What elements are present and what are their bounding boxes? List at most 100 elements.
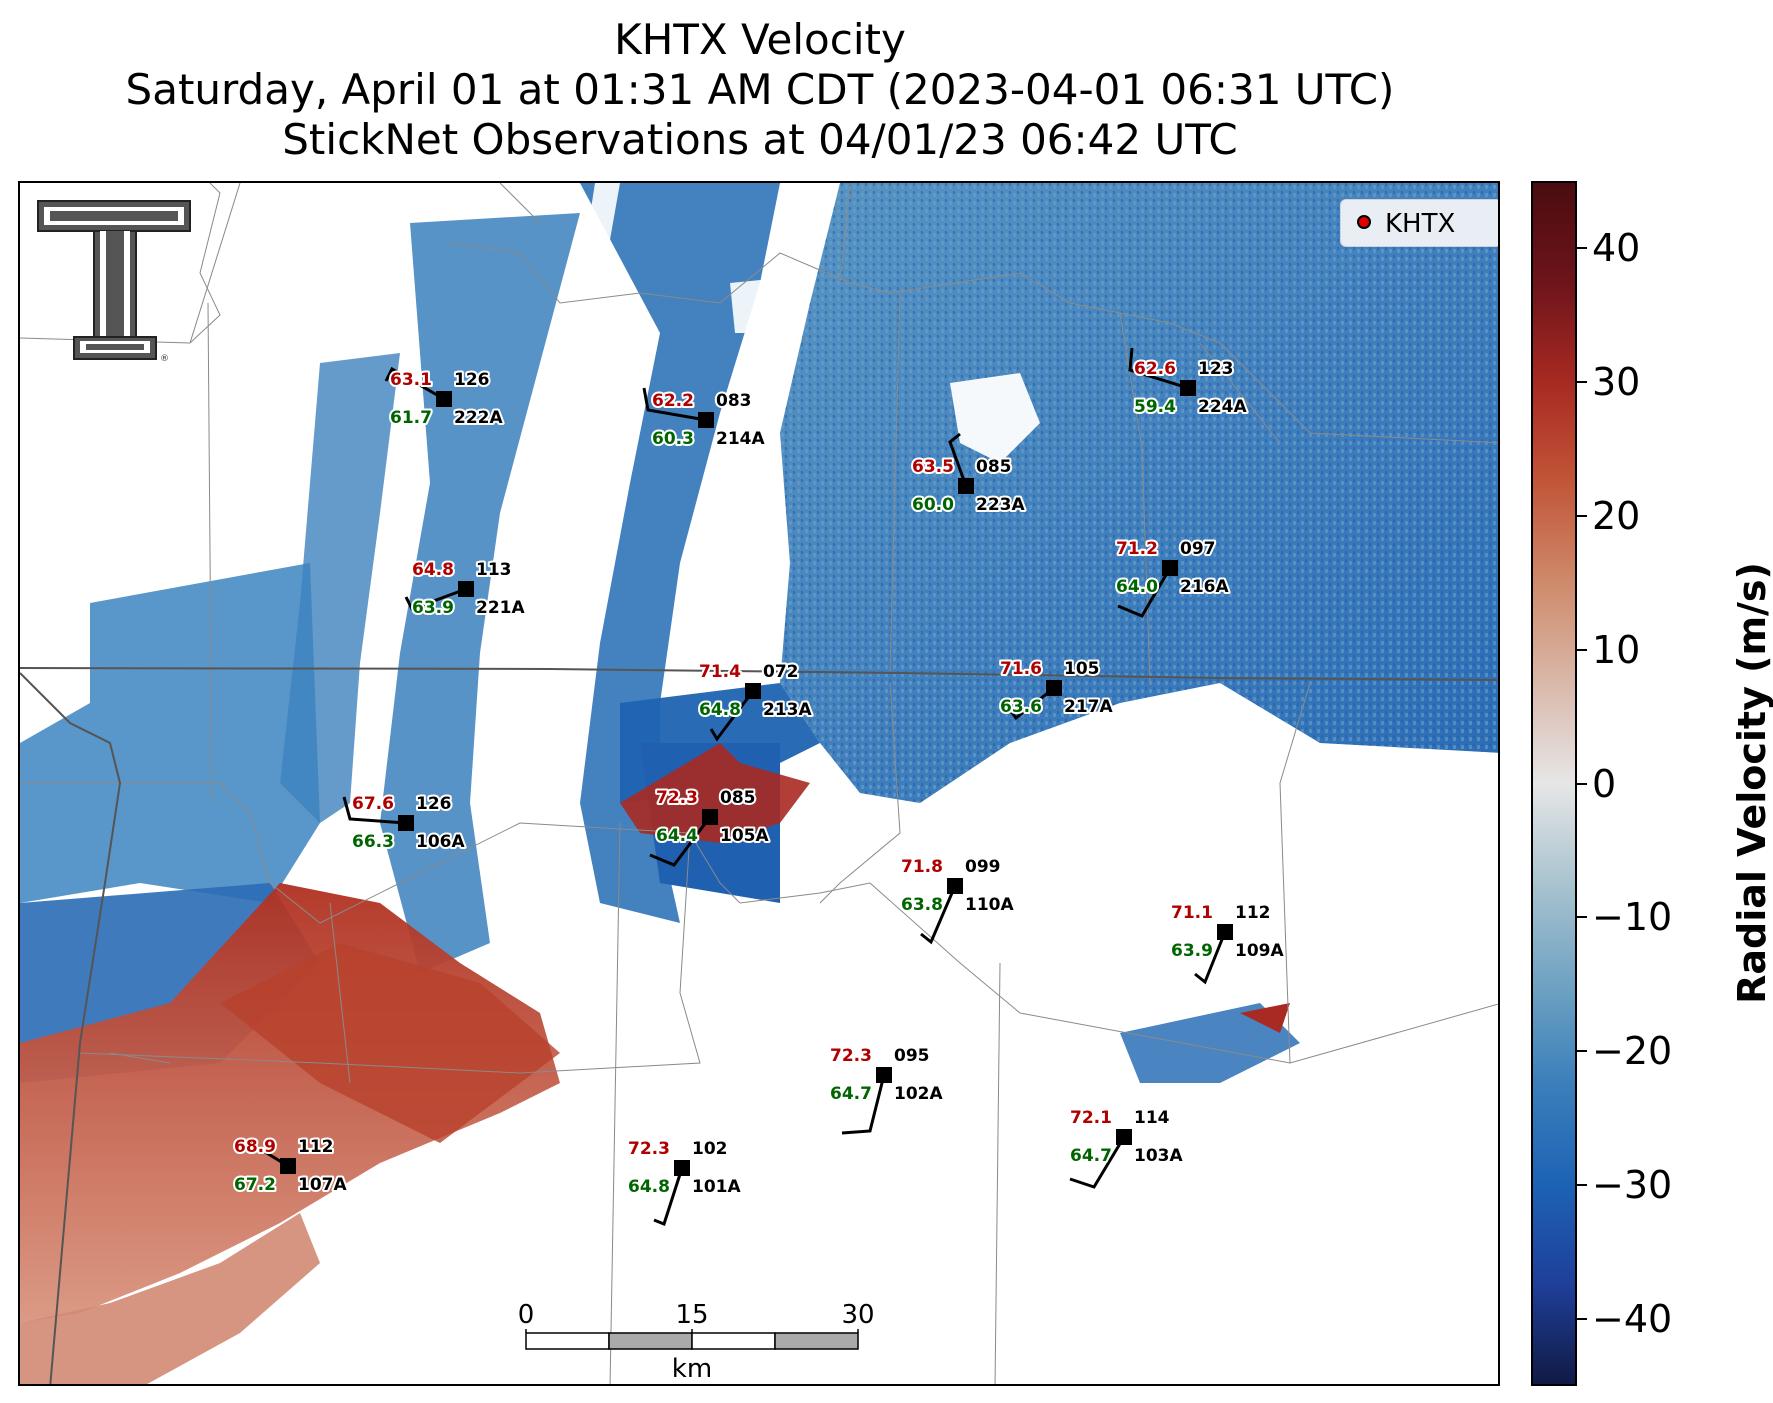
station-marker-icon: [280, 1158, 296, 1174]
station-107A: 68.9 112 67.2 107A: [232, 1135, 349, 1197]
station-dewpoint: 64.7: [1070, 1146, 1112, 1166]
radar-site-marker-icon: [1357, 215, 1371, 229]
station-dewpoint: 64.8: [699, 700, 741, 720]
wind-barb-icon: [233, 1142, 289, 1168]
station-marker-icon: [1116, 1129, 1132, 1145]
station-marker-icon: [958, 478, 974, 494]
scale-tick-0: 0: [518, 1300, 535, 1330]
station-temperature: 72.3: [830, 1046, 872, 1066]
colorbar-tick-label: 0: [1592, 761, 1617, 806]
radar-map[interactable]: ® 63.1 126 61.7 222A 62.2 083 60.3 214A 63.5 085 6…: [18, 181, 1500, 1386]
wind-barb-icon: [1194, 931, 1227, 985]
station-dewpoint: 67.2: [234, 1175, 276, 1195]
station-temperature: 71.4: [699, 662, 741, 682]
wind-barb-icon: [342, 796, 407, 825]
legend-label: KHTX: [1385, 209, 1456, 239]
state-boundaries: [20, 667, 1498, 1384]
station-wind-direction: 072: [763, 662, 799, 682]
colorbar-tick-mark: [1577, 514, 1587, 517]
station-id: 217A: [1064, 697, 1113, 717]
station-marker-icon: [698, 412, 714, 428]
station-id: 223A: [976, 495, 1025, 515]
colorbar-tick-label: −10: [1592, 895, 1673, 940]
wind-barb-icon: [1008, 686, 1055, 721]
station-marker-icon: [398, 815, 414, 831]
velocity-echoes: [20, 183, 1498, 1384]
colorbar-tick-mark: [1577, 782, 1587, 785]
station-temperature: 71.8: [901, 857, 943, 877]
wind-barb-icon: [948, 432, 968, 487]
station-marker-icon: [876, 1067, 892, 1083]
county-boundaries: [20, 183, 1498, 1384]
station-marker-icon: [1046, 680, 1062, 696]
colorbar-tick-mark: [1577, 246, 1587, 249]
station-id: 101A: [692, 1177, 741, 1197]
station-temperature: 72.1: [1070, 1108, 1112, 1128]
station-marker-icon: [436, 391, 452, 407]
station-temperature: 63.5: [912, 457, 954, 477]
station-wind-direction: 113: [476, 560, 512, 580]
station-wind-direction: 112: [1235, 903, 1271, 923]
station-221A: 64.8 113 63.9 221A: [404, 558, 527, 620]
wind-barb-icon: [384, 366, 445, 401]
station-dewpoint: 64.4: [656, 826, 698, 846]
velocity-colorbar: [1531, 181, 1577, 1386]
station-wind-direction: 099: [965, 857, 1001, 877]
map-legend: KHTX: [1340, 199, 1498, 247]
wind-barb-icon: [709, 690, 755, 742]
station-217A: 71.6 105 63.6 217A: [998, 657, 1115, 721]
station-id: 102A: [894, 1084, 943, 1104]
station-dewpoint: 63.9: [412, 598, 454, 618]
map-subtitle-time: Saturday, April 01 at 01:31 AM CDT (2023…: [125, 65, 1395, 114]
station-wind-direction: 105: [1064, 659, 1100, 679]
station-temperature: 68.9: [234, 1137, 276, 1157]
station-213A: 71.4 072 64.8 213A: [697, 660, 814, 742]
station-dewpoint: 64.0: [1116, 577, 1158, 597]
logo-registered-mark: ®: [160, 354, 169, 364]
station-temperature: 62.2: [652, 391, 694, 411]
station-id: 109A: [1235, 941, 1284, 961]
station-110A: 71.8 099 63.8 110A: [899, 855, 1016, 945]
colorbar-tick-mark: [1577, 916, 1587, 919]
scale-tick-15: 15: [675, 1300, 708, 1330]
scale-bar: 0 15 30 km: [518, 1300, 875, 1384]
station-223A: 63.5 085 60.0 223A: [910, 432, 1027, 517]
station-wind-direction: 114: [1134, 1108, 1170, 1128]
station-dewpoint: 66.3: [352, 832, 394, 852]
station-temperature: 63.1: [390, 370, 432, 390]
wind-barb-icon: [1117, 567, 1172, 618]
station-dewpoint: 63.6: [1000, 697, 1042, 717]
station-wind-direction: 085: [976, 457, 1012, 477]
scale-tick-30: 30: [841, 1300, 874, 1330]
station-temperature: 67.6: [352, 794, 394, 814]
station-214A: 62.2 083 60.3 214A: [642, 387, 767, 451]
map-subtitle-observations: StickNet Observations at 04/01/23 06:42 …: [282, 115, 1238, 164]
colorbar-tick-label: 20: [1592, 493, 1641, 538]
station-106A: 67.6 126 66.3 106A: [342, 792, 467, 854]
station-dewpoint: 61.7: [390, 408, 432, 428]
wind-barb-icon: [920, 885, 957, 945]
station-id: 105A: [720, 826, 769, 846]
station-wind-direction: 083: [716, 391, 752, 411]
wind-barb-icon: [404, 587, 467, 611]
station-216A: 71.2 097 64.0 216A: [1114, 537, 1231, 618]
station-wind-direction: 112: [298, 1137, 334, 1157]
station-id: 213A: [763, 700, 812, 720]
texas-tech-logo: ®: [37, 200, 191, 364]
station-id: 107A: [298, 1175, 347, 1195]
station-id: 214A: [716, 429, 765, 449]
station-103A: 72.1 114 64.7 103A: [1068, 1106, 1185, 1189]
wind-barb-icon: [1069, 1136, 1126, 1189]
station-temperature: 71.6: [1000, 659, 1042, 679]
station-224A: 62.6 123 59.4 224A: [1128, 347, 1249, 419]
station-temperature: 72.3: [628, 1139, 670, 1159]
colorbar-tick-mark: [1577, 380, 1587, 383]
colorbar-title: Radial Velocity (m/s): [1730, 562, 1773, 1004]
colorbar-tick-mark: [1577, 1318, 1587, 1321]
station-temperature: 71.1: [1171, 903, 1213, 923]
station-id: 221A: [476, 598, 525, 618]
colorbar-tick-label: −20: [1592, 1029, 1673, 1074]
station-temperature: 71.2: [1116, 539, 1158, 559]
station-wind-direction: 085: [720, 788, 756, 808]
